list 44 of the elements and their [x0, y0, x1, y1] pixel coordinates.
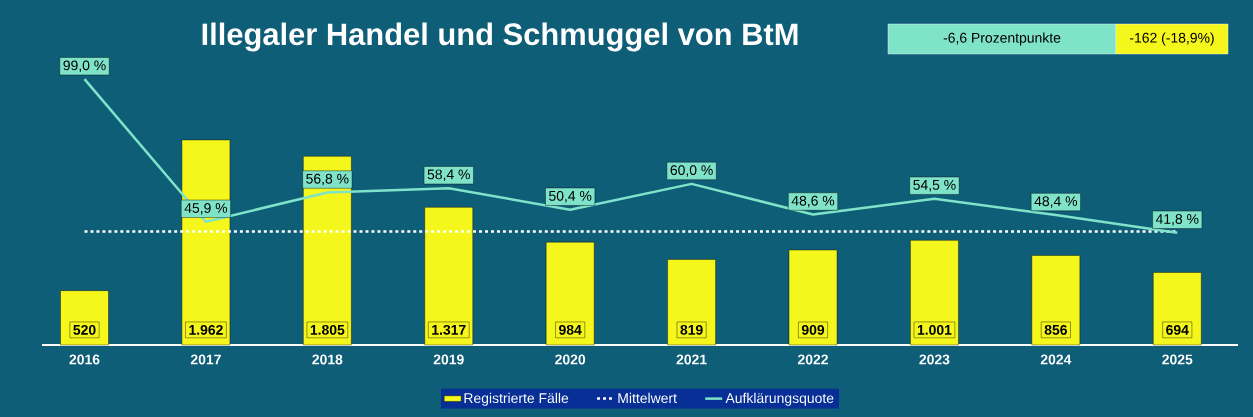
x-tick-label: 2019: [433, 354, 464, 365]
bar: [1031, 255, 1081, 346]
data-label: 99,0 %: [63, 60, 106, 72]
x-tick-label: 2020: [555, 354, 586, 365]
text: -6,6 Prozentpunkte: [943, 32, 1061, 46]
bar: [181, 139, 231, 346]
data-label: 60,0 %: [670, 165, 713, 177]
data-label: 1.001: [917, 324, 952, 335]
x-tick-label: 2023: [919, 354, 950, 365]
data-label: 50,4 %: [549, 190, 592, 203]
x-tick-label: 2021: [676, 354, 707, 365]
x-tick-label: 2022: [797, 354, 828, 365]
legend-label: Aufklärungsquote: [725, 392, 834, 406]
bar: [424, 207, 473, 346]
x-tick-label: 2018: [312, 354, 343, 365]
legend-label: Mittelwert: [618, 392, 677, 404]
bar: [1153, 272, 1202, 346]
data-label: 909: [801, 324, 825, 335]
data-label: 1.317: [432, 324, 466, 335]
legend-label: Registrierte Fälle: [464, 392, 569, 406]
chart-title: Illegaler Handel und Schmuggel von BtM: [202, 22, 798, 52]
data-label: 41,8 %: [1155, 214, 1199, 226]
data-label: 48,4 %: [1034, 196, 1078, 208]
x-tick-label: 2017: [190, 354, 221, 365]
data-label: 45,9 %: [184, 203, 228, 215]
data-label: 694: [1166, 324, 1189, 335]
data-label: 56,8 %: [306, 173, 349, 186]
data-label: 1.962: [189, 324, 223, 335]
text: -162 (-18,9%): [1129, 32, 1214, 46]
data-label: 1.805: [310, 324, 345, 335]
data-label: 984: [559, 324, 582, 335]
data-label: 856: [1044, 324, 1067, 335]
bar: [667, 259, 716, 346]
data-label: 54,5 %: [913, 179, 956, 192]
bar: [910, 240, 959, 346]
x-tick-label: 2016: [69, 354, 100, 365]
data-label: 58,4 %: [427, 169, 470, 181]
data-label: 819: [680, 324, 703, 335]
data-label: 48,6 %: [791, 195, 835, 208]
data-label: 520: [73, 324, 96, 335]
bar: [545, 241, 595, 346]
bar: [788, 249, 838, 346]
x-tick-label: 2025: [1162, 354, 1193, 365]
x-tick-label: 2024: [1040, 354, 1072, 365]
